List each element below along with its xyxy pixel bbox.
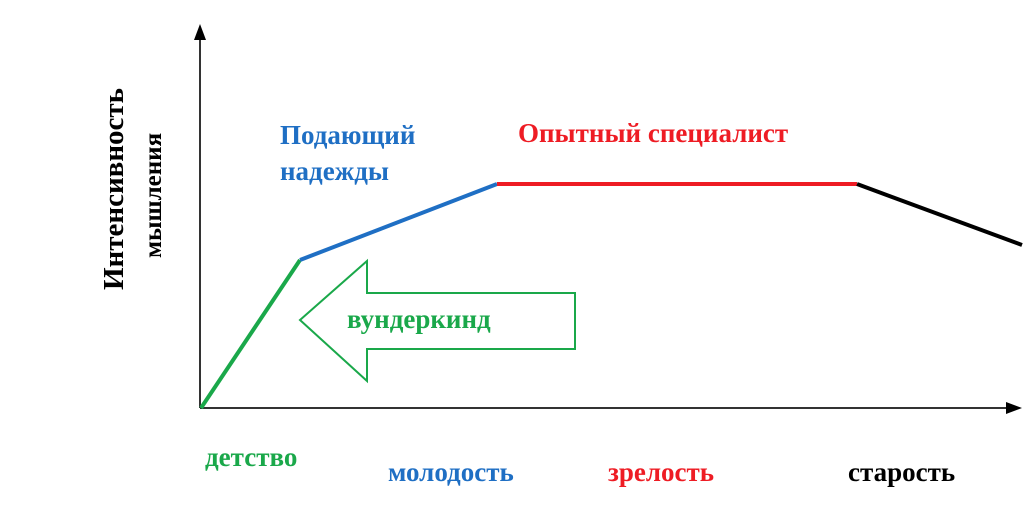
stage-label-old-age: старость (848, 457, 956, 487)
y-axis-arrowhead (194, 24, 206, 40)
segment-old-age (856, 182, 1023, 247)
stage-label-youth: молодость (388, 457, 514, 487)
annotation-experienced: Опытный специалист (518, 118, 789, 148)
segment-youth (299, 182, 498, 262)
stage-label-childhood: детство (205, 442, 298, 472)
annotation-promising-line2: надежды (280, 156, 390, 186)
y-axis-label-line1: Интенсивность (98, 88, 130, 290)
prodigy-arrow (298, 258, 576, 384)
segment-childhood (199, 258, 302, 410)
x-axis-arrowhead (1006, 402, 1022, 414)
stage-label-maturity: зрелость (608, 457, 715, 487)
annotation-prodigy: вундеркинд (347, 304, 491, 334)
y-axis-label-line2: мышления (140, 132, 167, 258)
annotation-promising-line1: Подающий (280, 120, 416, 150)
